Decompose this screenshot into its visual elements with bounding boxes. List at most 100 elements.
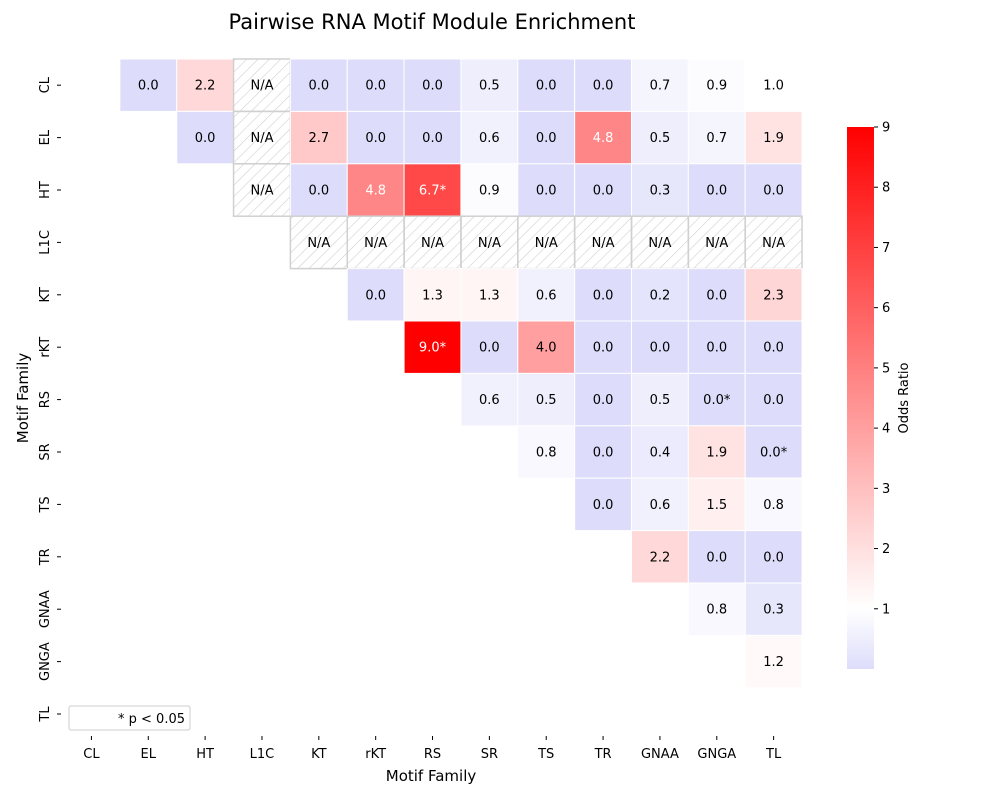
cell-rect: [574, 372, 633, 427]
cell-rect: [460, 268, 519, 322]
y-tick-label: HT: [38, 181, 53, 199]
heatmap-cell: 1.0: [744, 58, 803, 112]
cell-label: 2.7: [308, 131, 329, 146]
heatmap-cell: 0.0: [744, 372, 803, 427]
heatmap-cell: 0.0: [574, 477, 633, 532]
heatmap-cell: N/A: [232, 110, 292, 165]
cell-label: 0.0: [536, 79, 557, 94]
cell-rect: [517, 58, 576, 112]
heatmap-cell: 0.0: [289, 58, 348, 112]
y-tick-label: L1C: [38, 230, 53, 255]
heatmap-cell: 0.3: [631, 163, 689, 217]
cell-label: 0.0: [536, 131, 557, 146]
cell-label: 0.0: [593, 184, 614, 199]
cell-label: 0.0: [479, 341, 500, 356]
heatmap-cell: 0.0*: [687, 372, 746, 427]
cell-label: 0.0: [593, 341, 614, 356]
heatmap-cell: 0.0: [119, 58, 178, 112]
cell-rect: [346, 268, 405, 322]
cell-label: 4.8: [365, 184, 386, 199]
x-tick-label: EL: [141, 747, 157, 762]
cell-label: N/A: [250, 79, 273, 94]
cell-rect: [346, 110, 405, 165]
colorbar-ticks: 1 2 3 4 5 6 7 8 9: [874, 121, 890, 617]
heatmap-cell: 0.7: [687, 110, 746, 165]
cell-rect: [574, 320, 633, 374]
heatmap-cell: 0.0: [289, 163, 348, 217]
cell-label: 0.0: [650, 341, 671, 356]
cell-label: 6.7*: [419, 184, 447, 199]
cell-rect: [744, 58, 803, 112]
heatmap-cell: 1.3: [403, 268, 462, 322]
heatmap-cell: 2.7: [289, 110, 348, 165]
cell-label: N/A: [535, 236, 558, 251]
cell-rect: [460, 110, 519, 165]
heatmap-cell: 0.0: [574, 268, 633, 322]
cell-rect: [574, 268, 633, 322]
colorbar: 1 2 3 4 5 6 7 8 9 Odds Ratio: [847, 121, 912, 669]
x-axis-label: Motif Family: [386, 767, 477, 785]
heatmap-cell: 0.5: [460, 58, 519, 112]
colorbar-gradient: [847, 127, 874, 669]
cell-label: 0.5: [650, 393, 671, 408]
y-tick-label: EL: [38, 129, 53, 145]
heatmap-cell: 0.0: [744, 320, 803, 374]
heatmap-cell: N/A: [687, 215, 746, 270]
heatmap-cell: 0.9: [460, 163, 519, 217]
x-tick-label: HT: [196, 747, 214, 762]
heatmap-cell: 0.8: [744, 477, 803, 532]
heatmap-cell: 2.2: [176, 58, 235, 112]
heatmap-cell: 0.5: [517, 372, 576, 427]
heatmap-cell: 0.0: [574, 372, 633, 427]
cell-rect: [687, 372, 746, 427]
cell-label: 0.0: [706, 288, 727, 303]
colorbar-tick-label: 2: [882, 542, 890, 557]
cell-rect: [687, 320, 746, 374]
cell-rect: [517, 268, 576, 322]
y-tick-label: TS: [38, 496, 53, 513]
heatmap-cell: 0.6: [631, 477, 689, 532]
heatmap-cell: 1.5: [687, 477, 746, 532]
cell-rect: [631, 268, 689, 322]
x-tick-label: GNAA: [641, 747, 679, 762]
heatmap-cell: 0.0: [403, 110, 462, 165]
cell-rect: [574, 425, 633, 479]
colorbar-label: Odds Ratio: [897, 362, 912, 433]
cell-label: 1.2: [763, 655, 784, 670]
heatmap-cell: 0.0: [517, 58, 576, 112]
cell-rect: [744, 530, 803, 584]
x-tick-label: L1C: [250, 747, 275, 762]
cell-na-rect: [232, 58, 292, 113]
heatmap-cell: 0.0: [346, 268, 405, 322]
heatmap-cell: 0.7: [631, 58, 689, 112]
cell-label: N/A: [705, 236, 728, 251]
colorbar-tick-label: 1: [882, 602, 890, 617]
cell-label: 0.5: [650, 131, 671, 146]
cell-rect: [631, 320, 689, 374]
cell-label: 0.0: [593, 446, 614, 461]
x-tick-label: TL: [765, 747, 782, 762]
cell-label: 0.0: [593, 393, 614, 408]
heatmap-cell: 0.3: [744, 582, 803, 636]
heatmap-cell: 0.0: [687, 530, 746, 584]
heatmap-cell: N/A: [232, 163, 292, 217]
cell-label: 0.0: [706, 550, 727, 565]
cell-rect: [687, 425, 746, 479]
cell-label: 0.5: [479, 79, 500, 94]
heatmap-cell: 0.9: [687, 58, 746, 112]
cell-label: N/A: [762, 236, 785, 251]
heatmap-cell: 0.0: [574, 320, 633, 374]
cell-label: 2.3: [763, 288, 784, 303]
cell-label: 2.2: [650, 550, 671, 565]
cell-rect: [687, 110, 746, 165]
legend-box: [68, 705, 191, 731]
cell-label: 0.0*: [760, 446, 788, 461]
cell-label: 0.2: [650, 288, 671, 303]
cell-label: 0.7: [706, 131, 727, 146]
heatmap-cell: 0.0: [176, 110, 235, 165]
cell-label: 0.0: [308, 79, 329, 94]
heatmap-cell: 0.0: [346, 110, 405, 165]
cell-na-rect: [232, 110, 292, 165]
y-axis-ticks: CL EL HT L1C KT rKT RS SR TS TR GNAA GNGA TL: [38, 76, 61, 723]
significance-legend: * p < 0.05: [68, 705, 191, 731]
